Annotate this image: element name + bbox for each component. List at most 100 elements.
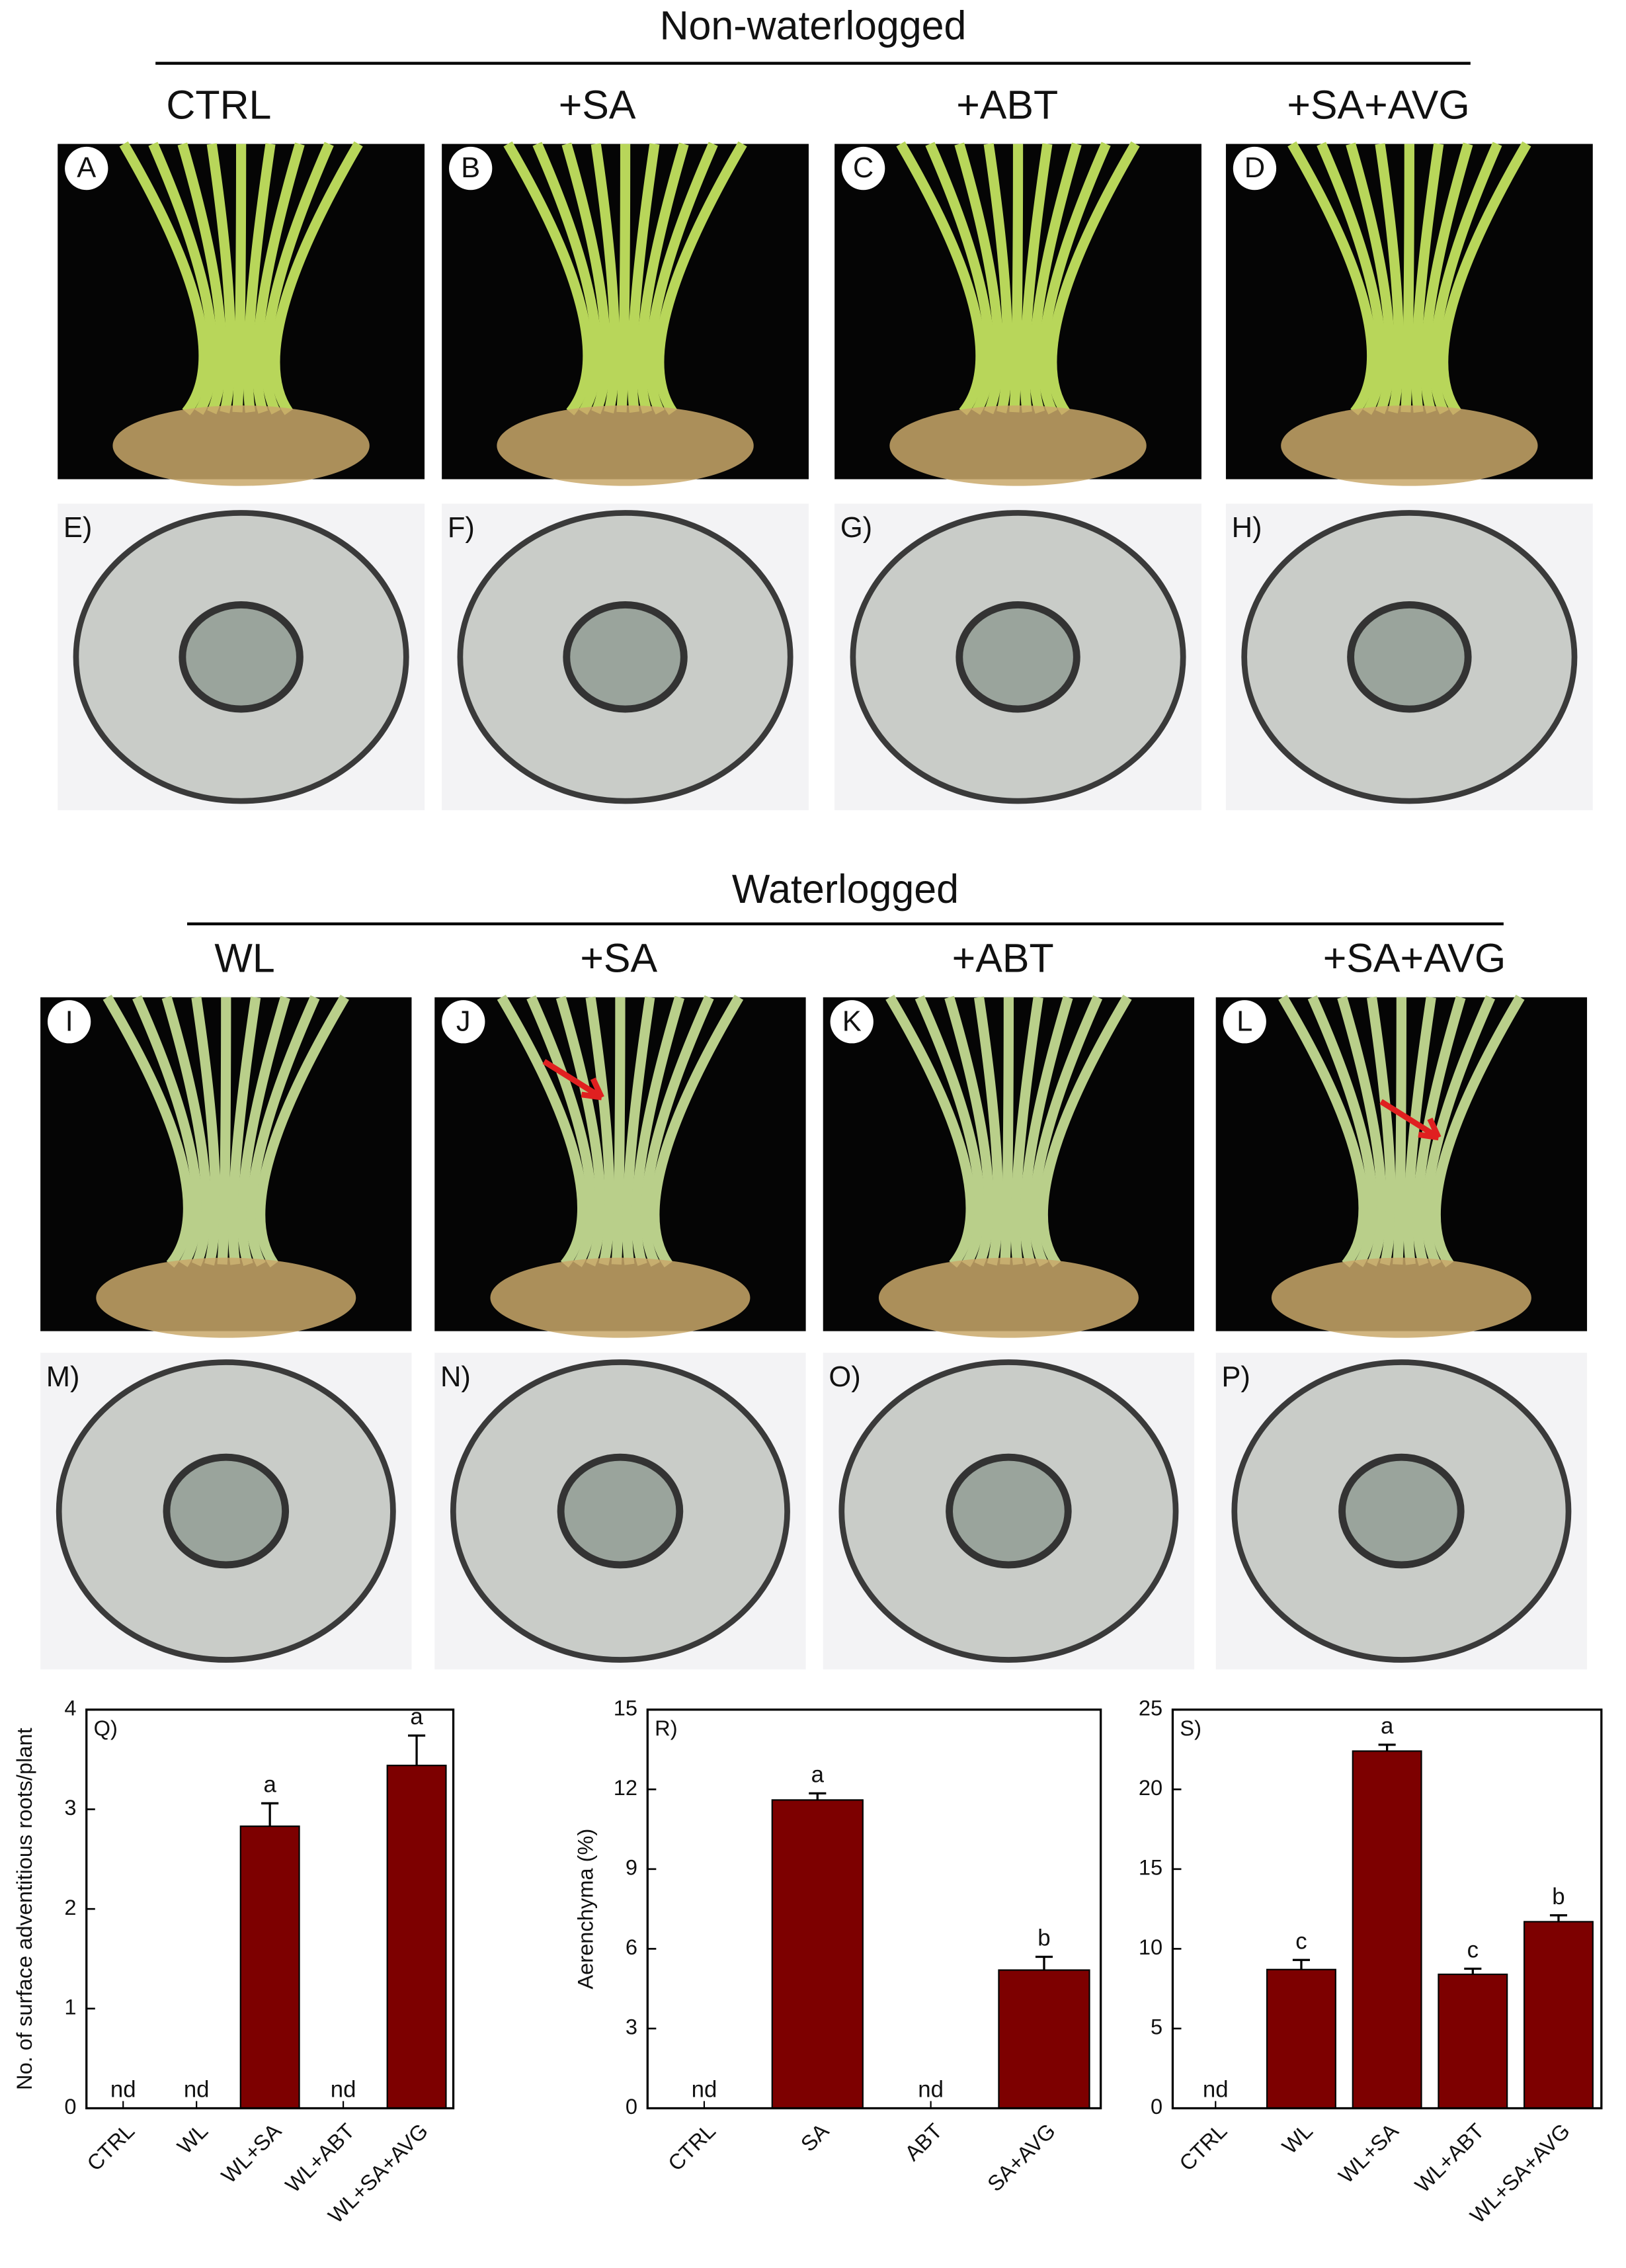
error-bar (261, 1802, 279, 1827)
x-tick-label: CTRL (82, 2119, 139, 2175)
panel-letter: F) (448, 512, 475, 544)
plant-stem (1366, 996, 1396, 1266)
significance-letter: b (1552, 1884, 1565, 1910)
plant-stem (1307, 995, 1378, 1267)
plant-stem (206, 143, 236, 413)
plant-stem (1037, 994, 1132, 1268)
panel-badge (47, 1000, 91, 1044)
plant-stem (237, 995, 290, 1267)
x-tick-label: SA (795, 2119, 833, 2156)
y-tick-label: 4 (64, 1695, 76, 1720)
x-tick-label: SA+AVG (983, 2119, 1060, 2196)
plot-frame (1171, 1708, 1603, 2110)
plant-stem (611, 997, 626, 1265)
x-tick-label: WL (1277, 2119, 1317, 2159)
bar (771, 1799, 864, 2109)
x-tick-label: WL+SA (216, 2119, 286, 2188)
plant-stem (1420, 142, 1473, 414)
x-tick-label: WL (173, 2119, 213, 2159)
y-tick-label: 2 (64, 1895, 76, 1919)
plant-stem (885, 994, 976, 1268)
root-stele (946, 1453, 1072, 1569)
plant-stem (640, 995, 714, 1267)
panel-letter: E) (63, 512, 93, 544)
plant-stem (1037, 142, 1111, 415)
plant-stem (654, 141, 747, 415)
treatment-label: +SA (580, 936, 657, 981)
error-bar (1549, 1914, 1568, 1922)
plant-stem (631, 995, 685, 1267)
y-tick-label: 25 (1139, 1695, 1162, 1720)
root-stele (1338, 1453, 1465, 1569)
root-stele (955, 601, 1080, 713)
plant-stem (1438, 141, 1531, 415)
plant-roots (112, 405, 370, 486)
bar (1524, 1921, 1594, 2109)
significance-letter: nd (110, 2077, 136, 2103)
plant-stem (217, 997, 231, 1265)
x-tick-label: CTRL (663, 2119, 720, 2175)
significance-letter: a (811, 1761, 825, 1787)
plant-stem (622, 996, 655, 1265)
plant-stem (1429, 142, 1502, 415)
plant-stem (1029, 142, 1082, 414)
significance-letter: c (1467, 1937, 1479, 1963)
plant-stem (585, 996, 615, 1266)
plant-stem (896, 141, 986, 415)
plant-stem (590, 143, 620, 413)
plant-stem (1411, 143, 1444, 413)
plant-roots (497, 405, 754, 486)
plant-stem (954, 142, 1004, 415)
plant-stem (497, 994, 588, 1268)
plant-stem (503, 141, 593, 415)
y-tick-label: 9 (626, 1855, 637, 1880)
bar (998, 1969, 1090, 2109)
significance-letter: nd (331, 2077, 356, 2103)
panel-letter: S) (1180, 1716, 1201, 1740)
panel-letter: M) (46, 1361, 80, 1393)
significance-letter: b (1037, 1925, 1050, 1951)
plant-stem (270, 141, 363, 415)
plant-stem (227, 996, 261, 1265)
panel-letter: D (1244, 152, 1265, 184)
bar (1352, 1750, 1422, 2109)
y-tick-label: 0 (1151, 2094, 1162, 2119)
plant-stem (973, 996, 1003, 1266)
y-tick-label: 0 (626, 2094, 637, 2119)
plant-stem (1020, 995, 1073, 1267)
plant-roots (490, 1257, 751, 1338)
panel-badge (1233, 146, 1277, 190)
treatment-label: +ABT (956, 82, 1058, 127)
plant-stem (1010, 996, 1043, 1265)
plant-stem (649, 994, 744, 1268)
panel-letter: K (842, 1005, 862, 1037)
y-tick-label: 5 (1151, 2015, 1162, 2039)
plant-stem (102, 994, 194, 1268)
bar (1438, 1973, 1508, 2109)
plant-stem (915, 995, 985, 1267)
plant-stem (1287, 141, 1377, 415)
panel-badge (1223, 1000, 1266, 1044)
panel-letter: P) (1221, 1361, 1250, 1393)
plant-stem (526, 995, 596, 1267)
panel-badge (442, 1000, 485, 1044)
plant-stem (1278, 994, 1369, 1268)
plant-stem (983, 143, 1013, 413)
panel-badge (842, 146, 885, 190)
treatment-label: CTRL (166, 82, 271, 127)
plant-stem (1403, 996, 1436, 1265)
plant-stem (1346, 142, 1395, 415)
plant-stem (645, 142, 718, 415)
plant-stem (148, 142, 218, 415)
x-tick-label: WL+ABT (1410, 2119, 1488, 2197)
panel-letter: I (65, 1005, 73, 1037)
plant-stem (1430, 994, 1525, 1268)
plant-stem (1028, 995, 1103, 1267)
error-bar (1035, 1955, 1053, 1970)
panel-letter: L (1237, 1005, 1252, 1037)
panel-letter: Q) (94, 1716, 118, 1740)
panel-letter: R) (655, 1716, 677, 1740)
x-tick-label: CTRL (1174, 2119, 1231, 2175)
plant-stem (252, 142, 305, 414)
